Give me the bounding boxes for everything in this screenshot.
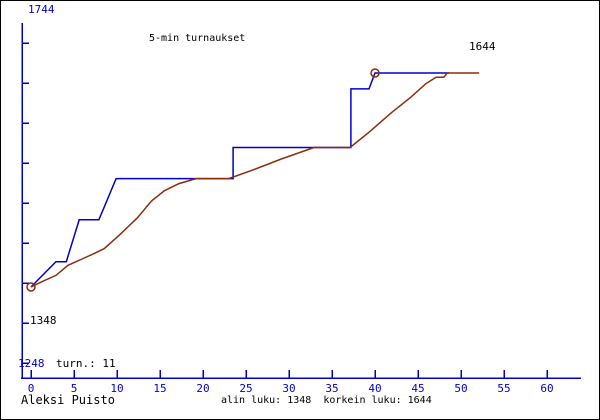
peak-marker — [370, 68, 380, 78]
rating-line — [30, 72, 449, 288]
player-name: Aleksi Puisto — [21, 393, 115, 407]
x-tick-label: 10 — [110, 382, 123, 395]
x-tick-label: 60 — [540, 382, 553, 395]
y-axis-max-label: 1744 — [28, 3, 55, 16]
start-marker — [26, 282, 36, 292]
chart-title: 5-min turnaukset — [149, 33, 246, 44]
x-tick-label: 0 — [28, 382, 35, 395]
x-tick-label: 25 — [239, 382, 252, 395]
summary-stats: alin luku: 1348 korkein luku: 1644 — [221, 395, 432, 406]
x-tick-label: 30 — [282, 382, 295, 395]
x-tick-label: 20 — [196, 382, 209, 395]
min-value-label: 1348 — [30, 314, 57, 327]
x-tick-label: 5 — [71, 382, 78, 395]
x-tick-label: 15 — [153, 382, 166, 395]
x-tick-label: 55 — [497, 382, 510, 395]
average-rating-line — [30, 72, 480, 288]
y-axis-min-label: 1248 — [18, 357, 45, 370]
x-tick-label: 45 — [411, 382, 424, 395]
tournament-count-label: turn.: 11 — [56, 357, 116, 370]
x-tick-label: 50 — [454, 382, 467, 395]
peak-value-label: 1644 — [469, 40, 496, 53]
x-tick-label: 40 — [368, 382, 381, 395]
x-tick-label: 35 — [325, 382, 338, 395]
